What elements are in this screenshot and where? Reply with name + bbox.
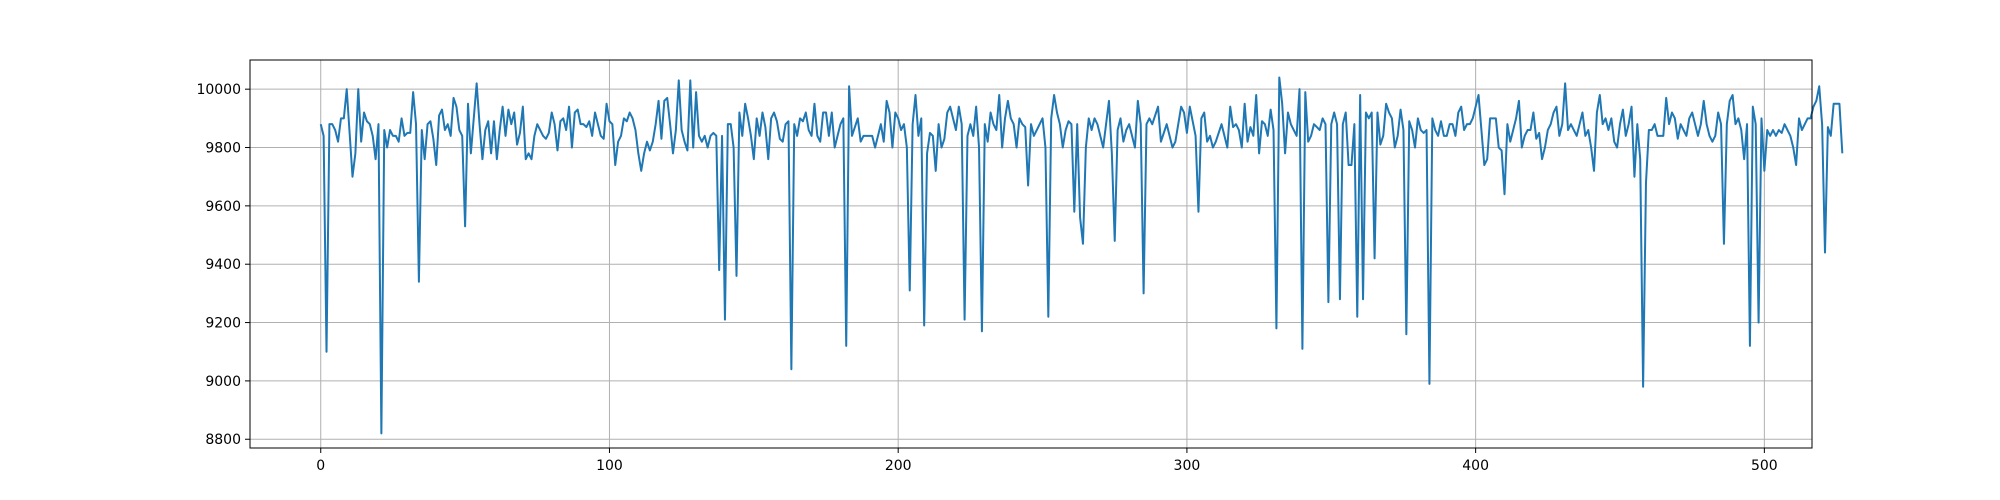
y-axis: 8800 9000 9200 9400 9600 9800 10000 (196, 82, 250, 448)
y-tick-label: 9800 (205, 141, 241, 157)
x-tick-label: 200 (885, 458, 912, 474)
y-tick-label: 8800 (205, 432, 241, 448)
x-tick-label: 0 (316, 458, 325, 474)
series-layer (319, 76, 1844, 435)
grid-lines (250, 60, 1812, 448)
y-tick-label: 10000 (196, 82, 241, 98)
y-tick-label: 9600 (205, 199, 241, 215)
y-tick-label: 9400 (205, 257, 241, 273)
y-tick-label: 9000 (205, 374, 241, 390)
y-tick-label: 9200 (205, 316, 241, 332)
x-tick-label: 300 (1174, 458, 1201, 474)
x-axis: 0 100 200 300 400 500 (316, 448, 1778, 474)
series-line (319, 76, 1844, 435)
plot-frame (249, 59, 1813, 449)
x-tick-label: 500 (1751, 458, 1778, 474)
x-tick-label: 400 (1462, 458, 1489, 474)
x-tick-label: 100 (596, 458, 623, 474)
